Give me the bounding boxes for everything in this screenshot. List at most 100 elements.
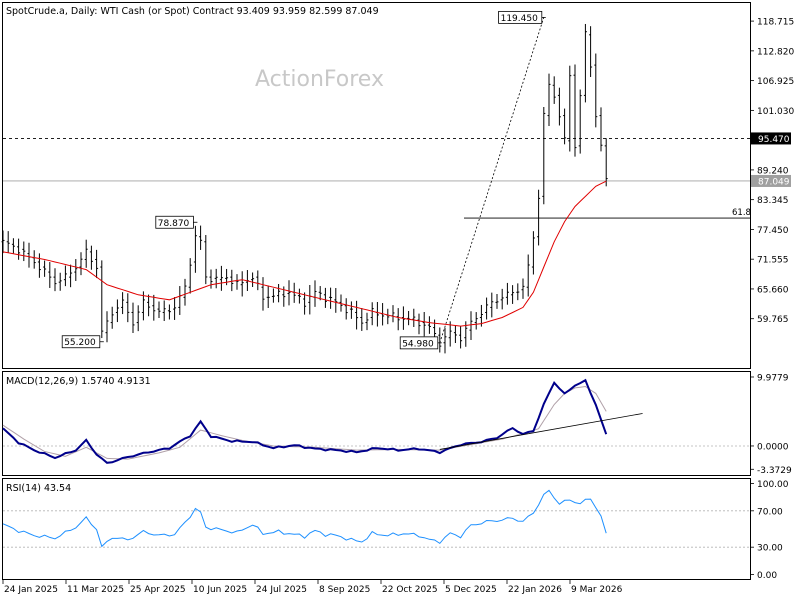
price-bar (339, 294, 343, 312)
price-bar (568, 65, 572, 152)
price-annotation: 54.980 (399, 336, 442, 349)
price-bar (136, 305, 140, 332)
price-axis-tick-label: 112.820 (757, 47, 794, 57)
price-bar (521, 278, 525, 299)
price-bar (516, 283, 520, 301)
price-bar (37, 253, 41, 278)
price-bar (511, 285, 515, 304)
price-bar (531, 231, 535, 275)
price-axis-tick-label: 71.555 (757, 256, 789, 266)
price-bar (199, 225, 203, 250)
price-bar (459, 326, 463, 349)
price-bar (162, 300, 166, 322)
price-bar (58, 272, 62, 291)
price-bar (251, 272, 255, 287)
price-bar (370, 302, 374, 326)
price-bar (334, 288, 338, 313)
price-bar (407, 310, 411, 326)
price-bar (537, 189, 541, 246)
price-bar (74, 259, 78, 281)
price-bar (490, 292, 494, 318)
moving-average-line (2, 180, 607, 327)
price-bar (422, 312, 426, 337)
watermark: ActionForex (255, 67, 384, 92)
price-bar (453, 325, 457, 344)
price-bar (474, 312, 478, 330)
price-bar (287, 280, 291, 306)
price-bar (469, 311, 473, 340)
price-bar (219, 265, 223, 291)
x-axis-tick-label: 11 Mar 2025 (67, 585, 124, 595)
macd-layer (2, 378, 750, 464)
price-bar (167, 304, 171, 320)
macd-panel-frame (2, 371, 751, 476)
annotation-label: 54.980 (402, 339, 434, 349)
price-bar (105, 311, 109, 343)
macd-trendline (439, 413, 643, 450)
price-bar (448, 321, 452, 347)
price-bar (495, 293, 499, 309)
price-axis-tick-label: 106.925 (757, 77, 794, 87)
rsi-line (2, 489, 607, 548)
x-axis-tick-label: 25 Apr 2025 (130, 585, 186, 595)
price-bar (214, 268, 218, 289)
price-bar (53, 268, 57, 292)
price-bar (157, 301, 161, 318)
price-bar (365, 312, 369, 331)
price-bar (318, 286, 322, 301)
rsi-axis-tick-label: 30.00 (757, 544, 783, 554)
rsi-axis-tick-label: 0.00 (757, 571, 777, 581)
price-bar (230, 269, 234, 292)
price-layer: 61.8 119.450 78.870 55.200 54.980 (1, 10, 751, 354)
price-bar (193, 225, 197, 273)
price-bar (183, 278, 187, 306)
macd-axis-tick-label: -3.3729 (757, 466, 792, 476)
rsi-label: RSI(14) 43.54 (6, 483, 71, 494)
price-bar (542, 107, 546, 205)
x-axis-tick-label: 22 Oct 2025 (382, 585, 438, 595)
price-bar (266, 285, 270, 309)
price-axis-tick-label: 89.240 (757, 166, 789, 176)
fib-label: 61.8 (732, 208, 751, 218)
price-bar (27, 242, 31, 268)
price-axis-tick-label: 77.450 (757, 226, 789, 236)
price-bar (526, 254, 530, 297)
price-bar (599, 107, 603, 152)
price-bar (147, 294, 151, 317)
price-bar (152, 294, 156, 321)
macd-axis-tick-label: 0.0000 (757, 442, 789, 452)
price-bar (22, 241, 26, 262)
price-bar (479, 304, 483, 327)
price-bar (115, 299, 119, 323)
price-panel-frame (2, 2, 751, 369)
price-bar (48, 262, 52, 288)
price-bar (1, 230, 5, 254)
price-bar (277, 283, 281, 303)
price-axis-highlight (751, 174, 791, 187)
price-bar (412, 308, 416, 327)
price-bar (110, 306, 114, 329)
rsi-axis-tick-label: 100.00 (757, 480, 789, 490)
price-bar (89, 245, 93, 270)
price-bar (604, 138, 608, 187)
price-bar (323, 287, 327, 308)
axes-layer: 118.715 112.820 106.925 101.030 95.470 89.240… (2, 18, 794, 595)
price-bar (583, 23, 587, 103)
price-bar (32, 250, 36, 269)
price-axis-tick-label: 59.765 (757, 315, 789, 325)
annotation-label: 55.200 (64, 338, 96, 348)
price-bar (589, 26, 593, 78)
price-axis-tick-label: 87.049 (758, 177, 790, 187)
price-bar (126, 293, 130, 323)
price-bar (188, 258, 192, 294)
price-bar (121, 292, 125, 315)
price-annotation: 119.450 (498, 10, 546, 24)
price-bar (271, 288, 275, 303)
price-bar (63, 265, 67, 287)
x-axis-tick-label: 9 Mar 2026 (571, 585, 623, 595)
price-bar (95, 249, 99, 279)
price-bar (438, 327, 442, 353)
price-bar (141, 291, 145, 321)
rsi-panel-frame (2, 478, 751, 580)
